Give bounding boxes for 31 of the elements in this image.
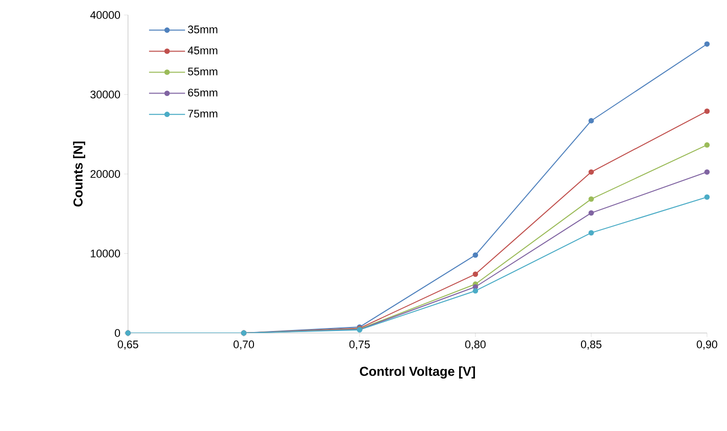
point: [588, 169, 594, 175]
y-tick-label: 30000: [90, 90, 120, 98]
point: [704, 41, 710, 47]
point: [704, 169, 710, 175]
y-tick-label: 20000: [90, 170, 120, 178]
x-tick-label: 0,90: [696, 340, 718, 350]
y-tick-label: 40000: [90, 11, 120, 19]
point: [588, 118, 594, 124]
point: [704, 194, 710, 200]
x-tick-label: 0,80: [465, 340, 486, 350]
point: [472, 271, 478, 277]
legend-label: 55mm: [188, 68, 218, 76]
y-tick-label: 0: [114, 329, 120, 337]
legend-label: 75mm: [188, 110, 218, 118]
x-axis-title: Control Voltage [V]: [360, 366, 475, 379]
point: [472, 252, 478, 258]
legend-label: 35mm: [188, 26, 218, 34]
point: [704, 142, 710, 148]
point: [588, 230, 594, 236]
legend-label: 45mm: [188, 46, 218, 54]
x-tick-label: 0,65: [118, 340, 138, 350]
y-tick-label: 10000: [90, 250, 120, 258]
y-axis-title: Counts [N]: [73, 142, 86, 207]
point: [704, 108, 710, 114]
x-tick-label: 0,85: [580, 340, 602, 350]
x-tick-label: 0,75: [349, 340, 370, 350]
legend-label: 65mm: [188, 88, 218, 96]
point: [588, 196, 594, 202]
point: [472, 288, 478, 294]
point: [588, 210, 594, 216]
x-tick-label: 0,70: [234, 340, 254, 350]
